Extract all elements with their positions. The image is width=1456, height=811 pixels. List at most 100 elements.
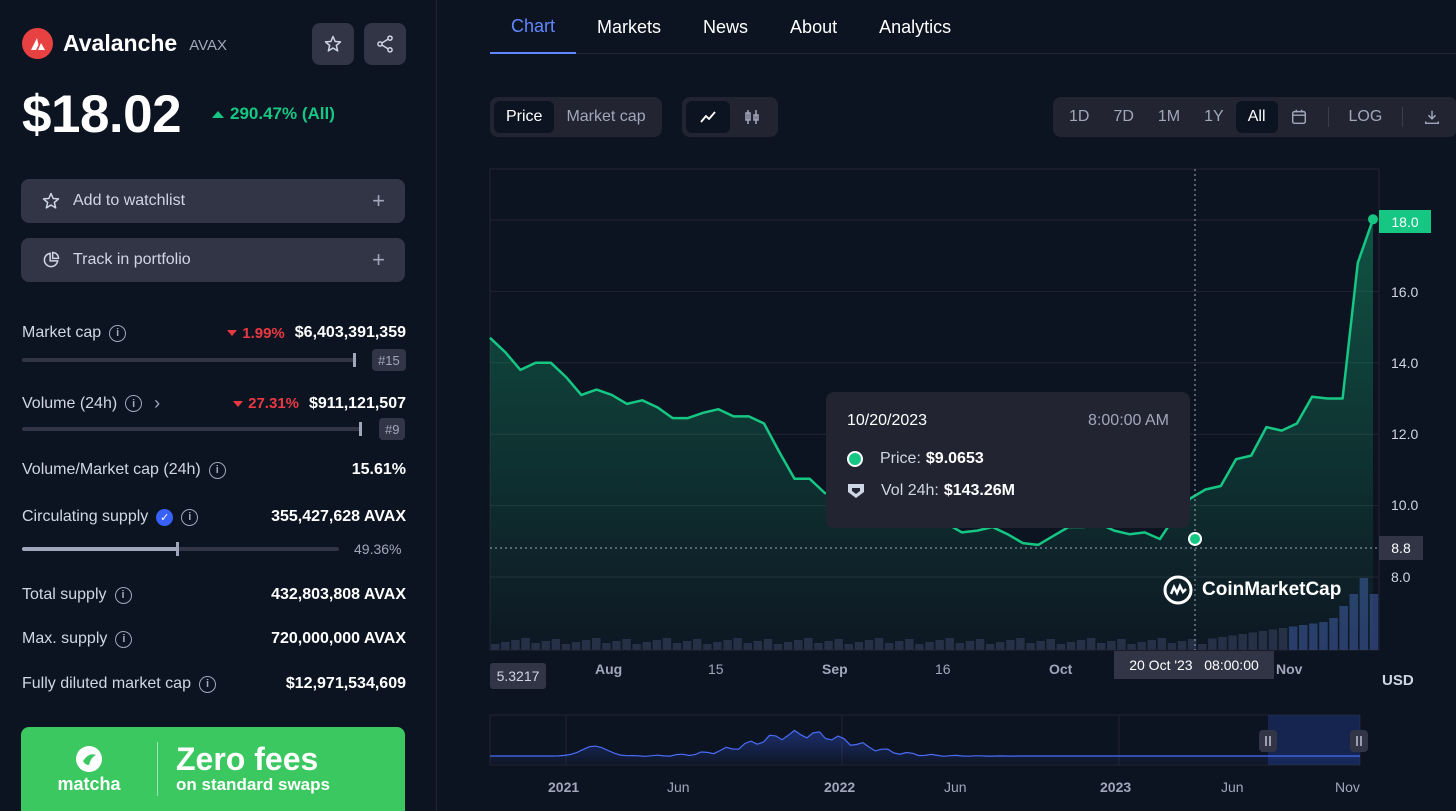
volume-value: $911,121,507 xyxy=(309,394,406,412)
market-cap-value: $6,403,391,359 xyxy=(294,324,406,341)
star-button[interactable] xyxy=(312,23,354,65)
max-supply-value: 720,000,000 AVAX xyxy=(271,630,406,647)
info-icon[interactable]: i xyxy=(125,395,143,412)
tab-analytics[interactable]: Analytics xyxy=(879,16,952,37)
volume-label: Volume (24h) xyxy=(22,394,118,412)
navigator-tick-label: Nov xyxy=(1335,779,1360,795)
banner-promo: Zero fees on standard swaps xyxy=(176,743,330,795)
chart-type-toggle: Price Market cap xyxy=(490,97,662,137)
price-toggle[interactable]: Price xyxy=(494,101,555,133)
info-icon[interactable]: i xyxy=(109,324,127,342)
matcha-brand: matcha xyxy=(57,773,121,794)
pie-chart-icon xyxy=(43,251,60,268)
range-1y[interactable]: 1Y xyxy=(1204,108,1224,125)
matcha-logo: matcha xyxy=(21,744,157,795)
star-icon xyxy=(42,192,60,209)
tab-chart[interactable]: Chart xyxy=(490,0,577,54)
x-tick-label: Oct xyxy=(1049,661,1073,677)
price-dot-icon xyxy=(847,451,863,467)
banner-subtext: on standard swaps xyxy=(176,775,330,794)
volume-change-value: 27.31% xyxy=(248,395,299,412)
candlestick-button[interactable] xyxy=(730,101,774,133)
tooltip-time: 8:00:00 AM xyxy=(1088,412,1169,429)
tab-news[interactable]: News xyxy=(703,16,749,37)
line-chart-icon xyxy=(700,111,716,123)
tooltip-date: 10/20/2023 xyxy=(847,412,928,429)
verified-icon: ✓ xyxy=(156,508,174,526)
price-area xyxy=(490,219,1373,651)
market-cap-bar xyxy=(22,353,356,367)
info-icon[interactable]: i xyxy=(181,508,199,526)
fdmc-label: Fully diluted market cap xyxy=(22,675,191,692)
info-icon[interactable]: i xyxy=(114,586,132,604)
market-cap-label: Market cap xyxy=(22,324,102,341)
volume-row: Volume (24h) i › 27.31% $911,121,507 xyxy=(22,393,406,414)
volume-change: 27.31% xyxy=(233,395,299,412)
matcha-ad-banner[interactable]: matcha Zero fees on standard swaps xyxy=(21,727,405,811)
download-button[interactable] xyxy=(1411,101,1453,133)
line-chart-button[interactable] xyxy=(686,101,730,133)
range-all[interactable]: All xyxy=(1235,101,1278,133)
tab-about[interactable]: About xyxy=(790,16,838,37)
x-tick-label: Sep xyxy=(822,661,848,677)
market-cap-change-value: 1.99% xyxy=(242,324,285,342)
matcha-leaf-icon xyxy=(76,745,102,772)
navigator-tick-label: 2021 xyxy=(548,779,580,795)
log-scale-button[interactable]: LOG xyxy=(1348,108,1383,125)
tab-markets[interactable]: Markets xyxy=(597,16,662,37)
watchlist-label: Add to watchlist xyxy=(73,192,186,209)
share-button[interactable] xyxy=(364,23,406,65)
circulating-supply-value: 355,427,628 AVAX xyxy=(271,508,406,525)
volume-icon xyxy=(848,484,864,498)
chevron-right-icon[interactable]: › xyxy=(154,393,161,413)
navigator-tick-label: Jun xyxy=(1221,779,1244,795)
tooltip-price-label: Price: xyxy=(880,450,921,467)
market-cap-toggle[interactable]: Market cap xyxy=(566,108,646,125)
navigator-area xyxy=(490,730,1360,765)
last-price-point xyxy=(1368,214,1378,225)
calendar-icon xyxy=(1291,109,1306,125)
crosshair-price-tag: 8.8 xyxy=(1379,536,1423,560)
range-1d[interactable]: 1D xyxy=(1069,108,1090,125)
volume-bar xyxy=(1369,594,1379,650)
navigator-tick-label: Jun xyxy=(667,779,690,795)
chart-tooltip: 10/20/2023 8:00:00 AM Price: $9.0653 Vol… xyxy=(826,392,1190,528)
current-price-tag: 18.0 xyxy=(1379,210,1431,233)
add-to-watchlist-button[interactable]: Add to watchlist + xyxy=(21,179,405,223)
circulating-supply-row: Circulating supply ✓ i 355,427,628 AVAX xyxy=(22,508,406,526)
fdmc-value: $12,971,534,609 xyxy=(285,675,406,692)
market-cap-change: 1.99% xyxy=(227,325,285,342)
max-supply-row: Max. supply i 720,000,000 AVAX xyxy=(22,630,406,648)
coin-name: Avalanche xyxy=(63,30,178,56)
banner-divider xyxy=(157,742,158,796)
navigator-tick-label: 2023 xyxy=(1100,779,1132,795)
track-portfolio-button[interactable]: Track in portfolio + xyxy=(21,238,405,282)
tooltip-volume-label: Vol 24h: xyxy=(881,482,939,499)
info-icon[interactable]: i xyxy=(198,675,216,693)
candlestick-icon xyxy=(745,110,759,124)
y-tick-label: 8.0 xyxy=(1391,569,1411,585)
caret-down-icon xyxy=(227,330,238,336)
volume-bar xyxy=(22,422,362,436)
max-supply-label: Max. supply xyxy=(22,630,108,647)
star-icon xyxy=(324,35,342,52)
calendar-button[interactable] xyxy=(1278,101,1320,133)
range-7d[interactable]: 7D xyxy=(1113,108,1134,125)
x-tick-label: Nov xyxy=(1276,661,1303,677)
circulating-supply-bar xyxy=(22,542,339,556)
x-tick-label: 15 xyxy=(708,661,724,677)
portfolio-label: Track in portfolio xyxy=(73,251,191,268)
price-change-all: 290.47% (All) xyxy=(212,104,335,124)
info-icon[interactable]: i xyxy=(208,461,226,479)
range-1m[interactable]: 1M xyxy=(1157,108,1181,125)
info-icon[interactable]: i xyxy=(115,630,133,648)
watermark-text: CoinMarketCap xyxy=(1202,579,1342,600)
circulating-supply-label: Circulating supply xyxy=(22,508,149,525)
min-price-tag: 5.3217 xyxy=(490,663,546,689)
download-icon xyxy=(1425,110,1440,125)
navigator-handle-right xyxy=(1350,730,1368,752)
fdmc-row: Fully diluted market cap i $12,971,534,60… xyxy=(22,675,406,693)
hover-point xyxy=(1188,531,1202,546)
x-tick-label: 16 xyxy=(935,661,951,677)
